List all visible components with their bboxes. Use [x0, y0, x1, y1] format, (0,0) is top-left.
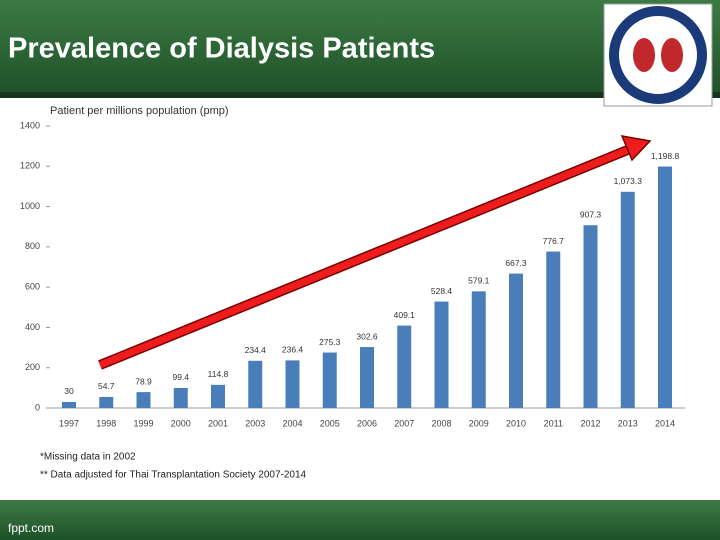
y-tick-label: 1200 [20, 161, 40, 171]
y-axis-label: Patient per millions population (pmp) [50, 105, 229, 117]
value-label: 30 [64, 386, 74, 396]
y-tick-label: 600 [25, 282, 40, 292]
y-tick-label: 1400 [20, 120, 40, 130]
trend-arrow [98, 135, 652, 370]
bar [285, 360, 300, 408]
header-band [0, 0, 720, 95]
footer-band [0, 500, 720, 540]
y-tick-label: 200 [25, 362, 40, 372]
x-tick-label: 2008 [431, 418, 451, 428]
bar [62, 401, 76, 408]
x-tick-label: 1997 [59, 418, 79, 428]
value-label: 54.7 [98, 381, 115, 391]
value-label: 236.4 [282, 345, 304, 355]
value-label: 528.4 [431, 286, 453, 296]
bar [658, 166, 672, 408]
x-tick-label: 2001 [208, 418, 228, 428]
x-tick-label: 2009 [469, 418, 489, 428]
x-tick-label: 2012 [580, 418, 600, 428]
x-tick-label: 2013 [618, 418, 638, 428]
bar [360, 347, 374, 408]
value-label: 667.3 [505, 258, 527, 268]
x-tick-label: 2006 [357, 418, 377, 428]
header-rule [0, 92, 720, 98]
x-tick-label: 2010 [506, 418, 526, 428]
bar [211, 384, 225, 408]
value-label: 302.6 [356, 331, 378, 341]
value-label: 234.4 [245, 345, 267, 355]
value-label: 78.9 [135, 376, 152, 386]
value-label: 1,198.8 [651, 151, 680, 161]
bar [509, 273, 523, 408]
y-tick-label: 400 [25, 322, 40, 332]
bar [546, 251, 561, 408]
logo [603, 3, 713, 107]
value-label: 409.1 [394, 310, 416, 320]
value-label: 579.1 [468, 276, 490, 286]
value-label: 1,073.3 [614, 176, 643, 186]
note: *Missing data in 2002 [40, 452, 136, 463]
x-tick-label: 2007 [394, 418, 414, 428]
y-tick-label: 800 [25, 241, 40, 251]
bar [248, 360, 263, 408]
value-label: 275.3 [319, 337, 341, 347]
x-tick-label: 2000 [171, 418, 191, 428]
bar [471, 291, 486, 408]
y-tick-label: 1000 [20, 201, 40, 211]
x-tick-label: 2004 [282, 418, 302, 428]
x-tick-label: 2014 [655, 418, 675, 428]
footer-text: fppt.com [8, 521, 54, 535]
bar [434, 301, 449, 408]
value-label: 99.4 [172, 372, 189, 382]
x-tick-label: 2011 [544, 418, 563, 428]
bar [322, 352, 337, 408]
bar [136, 392, 151, 408]
x-tick-label: 1999 [133, 418, 153, 428]
slide-title: Prevalence of Dialysis Patients [8, 33, 435, 65]
value-label: 114.8 [208, 369, 229, 379]
y-tick-label: 0 [35, 402, 40, 412]
note: ** Data adjusted for Thai Transplantatio… [40, 470, 307, 481]
bar [173, 387, 188, 408]
value-label: 907.3 [580, 209, 602, 219]
bar [397, 325, 412, 408]
bar [620, 191, 635, 408]
x-tick-label: 2003 [245, 418, 265, 428]
bar [99, 396, 114, 408]
bar [583, 225, 598, 408]
x-tick-label: 2005 [320, 418, 340, 428]
x-tick-label: 1998 [96, 418, 116, 428]
value-label: 776.7 [543, 236, 565, 246]
